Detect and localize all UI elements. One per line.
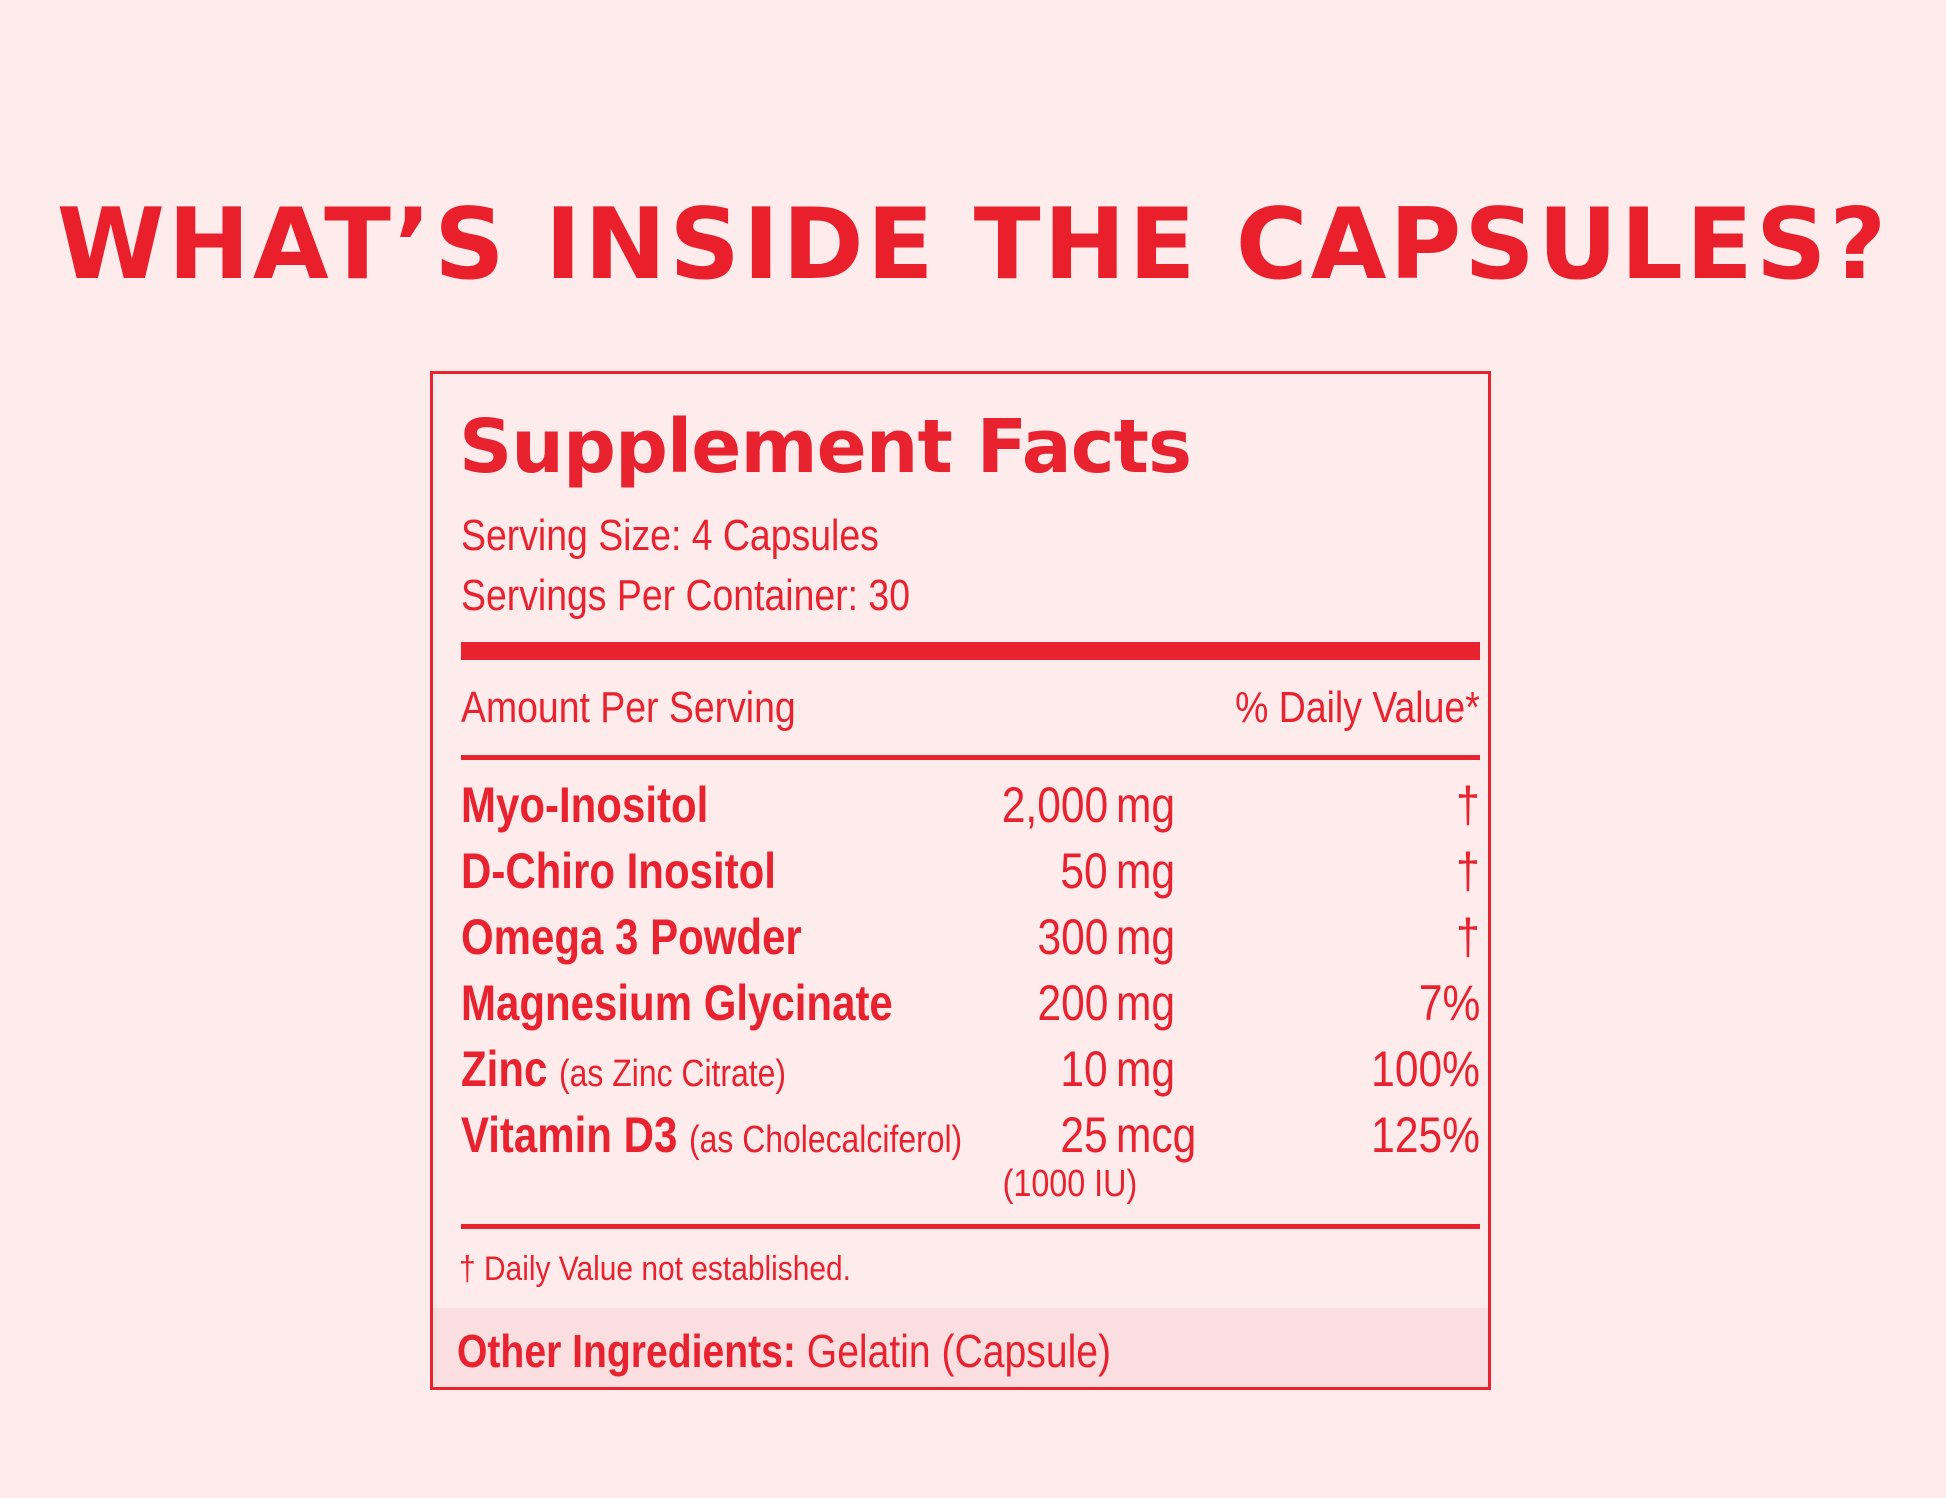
other-ingredients-value: Gelatin (Capsule) (806, 1325, 1112, 1377)
ingredient-name: Omega 3 Powder (461, 909, 802, 965)
ingredient-name: Magnesium Glycinate (461, 975, 893, 1031)
ingredient-row: Omega 3 Powder 300 mg † (461, 904, 1480, 970)
ingredient-unit: mcg (1116, 1107, 1197, 1163)
ingredient-row: D-Chiro Inositol 50 mg † (461, 838, 1480, 904)
ingredient-note: (as Zinc Citrate) (559, 1053, 787, 1095)
ingredient-daily-value: 7% (1418, 975, 1480, 1031)
ingredient-amount: 200 (1037, 975, 1108, 1031)
ingredient-amount: 10 (1060, 1041, 1108, 1097)
other-ingredients-band (433, 1308, 1488, 1387)
ingredient-daily-value: 100% (1371, 1041, 1480, 1097)
supplement-facts-panel: Supplement Facts Serving Size: 4 Capsule… (430, 371, 1491, 1390)
ingredient-daily-value: † (1456, 843, 1480, 899)
ingredient-name: Myo-Inositol (461, 777, 709, 833)
ingredient-unit: mg (1116, 777, 1176, 833)
ingredient-daily-value: † (1456, 909, 1480, 965)
supplement-facts-title: Supplement Facts (459, 404, 1192, 490)
other-ingredients-label: Other Ingredients: (457, 1325, 796, 1377)
servings-per-container: Servings Per Container: 30 (461, 571, 911, 620)
header-divider (461, 755, 1480, 760)
daily-value-header: % Daily Value* (1235, 683, 1480, 732)
ingredient-row: Vitamin D3 (as Cholecalciferol) 25 mcg 1… (461, 1102, 1480, 1168)
ingredient-unit: mg (1116, 1041, 1176, 1097)
ingredient-amount: 50 (1060, 843, 1108, 899)
ingredient-list: Myo-Inositol 2,000 mg † D-Chiro Inositol… (461, 772, 1480, 1218)
ingredient-amount: 2,000 (1001, 777, 1108, 833)
other-ingredients: Other Ingredients: Gelatin (Capsule) (457, 1328, 1111, 1374)
page-headline: WHAT’S INSIDE THE CAPSULES? (56, 187, 1890, 302)
ingredient-name: D-Chiro Inositol (461, 843, 776, 899)
daily-value-footnote: † Daily Value not established. (459, 1250, 851, 1288)
amount-per-serving-header: Amount Per Serving (461, 683, 796, 732)
facts-header-row: Amount Per Serving % Daily Value* (461, 686, 1480, 736)
ingredient-row: Zinc (as Zinc Citrate) 10 mg 100% (461, 1036, 1480, 1102)
ingredient-name: Vitamin D3 (as Cholecalciferol) (461, 1107, 963, 1163)
ingredient-unit: mg (1116, 909, 1176, 965)
ingredient-subnote-row: (1000 IU) (461, 1164, 1480, 1218)
ingredient-note: (as Cholecalciferol) (688, 1119, 963, 1161)
ingredient-name: Zinc (as Zinc Citrate) (461, 1041, 787, 1097)
thick-divider (461, 642, 1480, 660)
ingredient-unit: mg (1116, 975, 1176, 1031)
ingredient-daily-value: 125% (1371, 1107, 1480, 1163)
ingredient-row: Myo-Inositol 2,000 mg † (461, 772, 1480, 838)
ingredient-daily-value: † (1456, 777, 1480, 833)
ingredient-unit: mg (1116, 843, 1176, 899)
ingredient-amount: 300 (1037, 909, 1108, 965)
serving-size: Serving Size: 4 Capsules (461, 511, 879, 560)
ingredient-subnote: (1000 IU) (1002, 1163, 1138, 1205)
bottom-divider (461, 1224, 1480, 1229)
ingredient-amount: 25 (1060, 1107, 1108, 1163)
ingredient-row: Magnesium Glycinate 200 mg 7% (461, 970, 1480, 1036)
